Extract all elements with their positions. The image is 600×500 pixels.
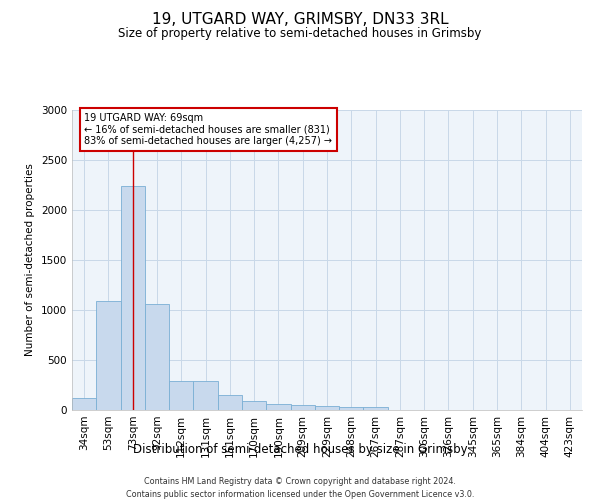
Bar — [315, 406, 339, 410]
Bar — [96, 301, 121, 410]
Bar — [193, 380, 218, 410]
Bar — [339, 406, 364, 410]
Y-axis label: Number of semi-detached properties: Number of semi-detached properties — [25, 164, 35, 356]
Bar — [72, 398, 96, 410]
Bar — [266, 404, 290, 410]
Bar — [218, 394, 242, 410]
Text: 19, UTGARD WAY, GRIMSBY, DN33 3RL: 19, UTGARD WAY, GRIMSBY, DN33 3RL — [152, 12, 448, 28]
Text: 19 UTGARD WAY: 69sqm
← 16% of semi-detached houses are smaller (831)
83% of semi: 19 UTGARD WAY: 69sqm ← 16% of semi-detac… — [85, 113, 332, 146]
Text: Contains public sector information licensed under the Open Government Licence v3: Contains public sector information licen… — [126, 490, 474, 499]
Bar — [121, 186, 145, 410]
Text: Size of property relative to semi-detached houses in Grimsby: Size of property relative to semi-detach… — [118, 28, 482, 40]
Text: Contains HM Land Registry data © Crown copyright and database right 2024.: Contains HM Land Registry data © Crown c… — [144, 478, 456, 486]
Bar — [364, 407, 388, 410]
Bar — [290, 405, 315, 410]
Text: Distribution of semi-detached houses by size in Grimsby: Distribution of semi-detached houses by … — [133, 442, 467, 456]
Bar — [169, 380, 193, 410]
Bar — [145, 304, 169, 410]
Bar — [242, 401, 266, 410]
